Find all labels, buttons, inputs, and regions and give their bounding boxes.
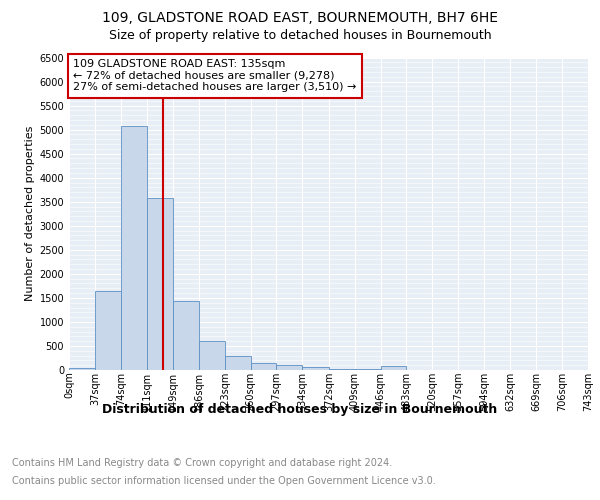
Bar [199,340,225,370]
Bar [225,356,251,370]
Bar [95,290,121,370]
Text: 109 GLADSTONE ROAD EAST: 135sqm
← 72% of detached houses are smaller (9,278)
27%: 109 GLADSTONE ROAD EAST: 135sqm ← 72% of… [73,59,356,92]
Bar [302,367,329,370]
Text: 109, GLADSTONE ROAD EAST, BOURNEMOUTH, BH7 6HE: 109, GLADSTONE ROAD EAST, BOURNEMOUTH, B… [102,11,498,25]
Bar [121,126,146,370]
Y-axis label: Number of detached properties: Number of detached properties [25,126,35,302]
Text: Distribution of detached houses by size in Bournemouth: Distribution of detached houses by size … [103,402,497,415]
Bar [69,368,95,370]
Bar [329,368,355,370]
Text: Contains HM Land Registry data © Crown copyright and database right 2024.: Contains HM Land Registry data © Crown c… [12,458,392,468]
Bar [146,198,173,370]
Text: Size of property relative to detached houses in Bournemouth: Size of property relative to detached ho… [109,29,491,42]
Bar [355,369,380,370]
Bar [380,366,406,370]
Bar [251,363,277,370]
Bar [173,301,199,370]
Bar [277,365,302,370]
Text: Contains public sector information licensed under the Open Government Licence v3: Contains public sector information licen… [12,476,436,486]
